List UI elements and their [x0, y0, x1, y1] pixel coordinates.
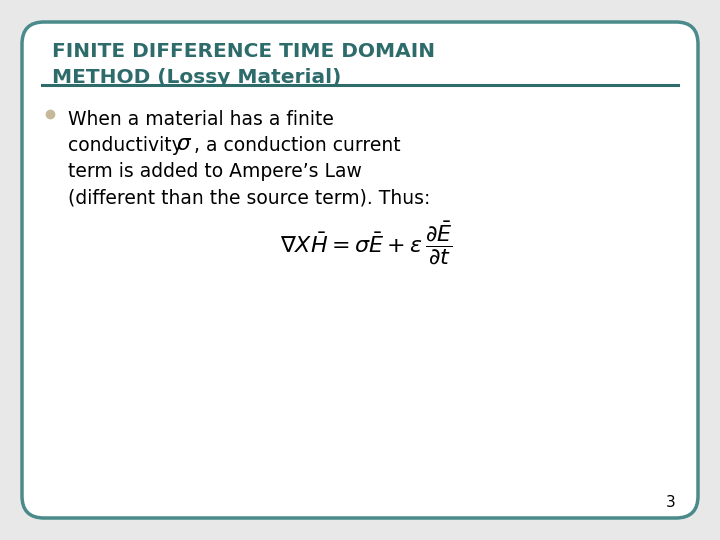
- Text: FINITE DIFFERENCE TIME DOMAIN: FINITE DIFFERENCE TIME DOMAIN: [52, 42, 435, 61]
- Text: conductivity: conductivity: [68, 136, 183, 155]
- Text: $\nabla X\bar{H} = \sigma\bar{E} + \varepsilon\,\dfrac{\partial\bar{E}}{\partial: $\nabla X\bar{H} = \sigma\bar{E} + \vare…: [280, 220, 453, 266]
- Text: $\sigma$: $\sigma$: [176, 134, 192, 154]
- Text: When a material has a finite: When a material has a finite: [68, 110, 334, 129]
- Text: , a conduction current: , a conduction current: [194, 136, 400, 155]
- Text: (different than the source term). Thus:: (different than the source term). Thus:: [68, 188, 431, 207]
- Text: METHOD (Lossy Material): METHOD (Lossy Material): [52, 68, 341, 87]
- FancyBboxPatch shape: [22, 22, 698, 518]
- Text: term is added to Ampere’s Law: term is added to Ampere’s Law: [68, 162, 362, 181]
- Text: 3: 3: [666, 495, 676, 510]
